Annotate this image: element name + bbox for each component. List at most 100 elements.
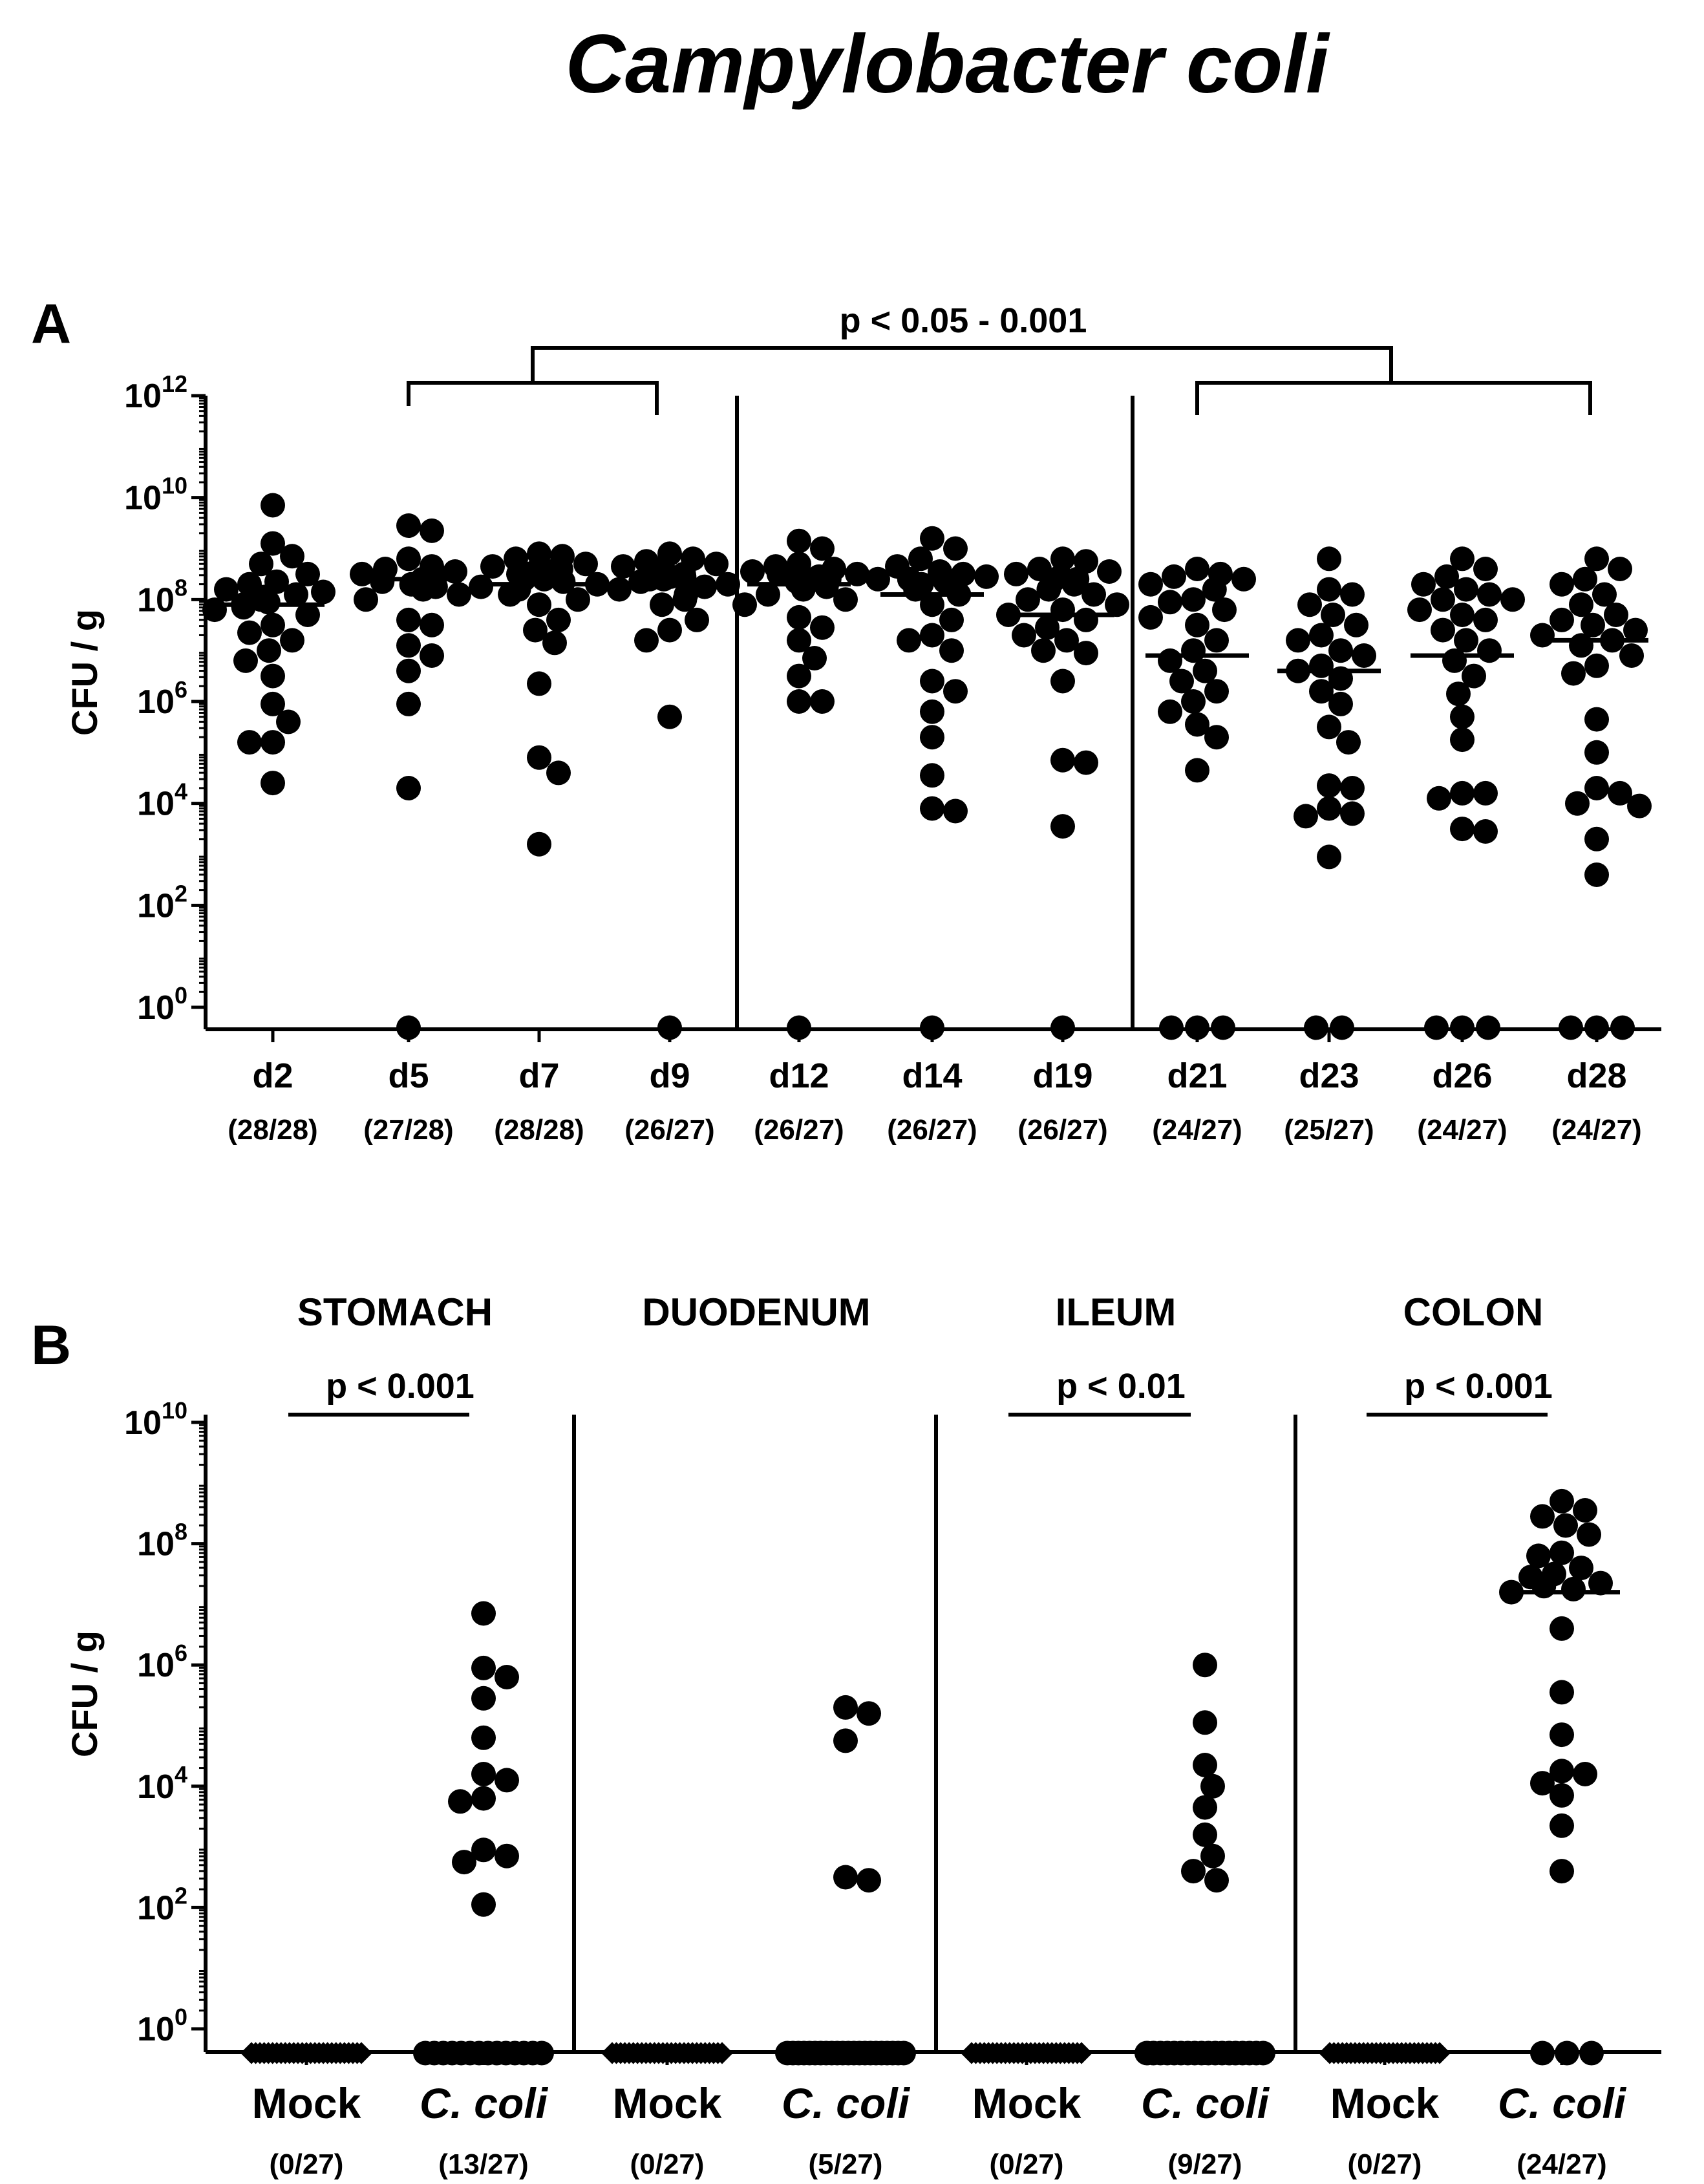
data-point <box>1550 1859 1574 1883</box>
x-tick-label: d5 <box>388 1056 429 1095</box>
data-point <box>1577 1523 1601 1547</box>
significance-label: p < 0.05 - 0.001 <box>840 301 1087 340</box>
data-point <box>943 679 968 703</box>
data-point <box>1454 577 1478 602</box>
data-point <box>237 730 262 755</box>
data-point <box>920 797 944 821</box>
data-point <box>1212 597 1237 622</box>
y-tick-label: 106 <box>137 1640 187 1684</box>
data-point <box>857 1701 881 1726</box>
x-tick-label: d19 <box>1032 1056 1092 1095</box>
data-point-zero <box>1330 1016 1354 1040</box>
data-point <box>607 577 632 602</box>
data-point <box>471 1601 496 1626</box>
data-point <box>1627 794 1652 819</box>
data-point <box>1573 1762 1597 1786</box>
data-point <box>1473 557 1498 581</box>
data-point <box>920 669 944 694</box>
data-point <box>1036 577 1061 602</box>
data-point <box>1193 1753 1217 1777</box>
data-point <box>1317 844 1341 869</box>
data-point <box>495 1768 519 1792</box>
data-point-zero <box>891 2041 916 2066</box>
data-point <box>276 710 301 734</box>
data-point <box>1584 654 1609 678</box>
y-tick-label: 1012 <box>124 370 187 415</box>
data-point <box>1584 740 1609 765</box>
data-point-zero <box>1555 2041 1579 2066</box>
data-point <box>939 608 964 632</box>
data-point <box>471 1656 496 1680</box>
data-point <box>1297 592 1322 617</box>
data-point <box>1569 633 1593 658</box>
data-point <box>1193 1710 1217 1735</box>
x-tick-label: C. coli <box>420 2079 549 2127</box>
x-tick-label: Mock <box>1330 2079 1440 2127</box>
x-tick-fraction: (28/28) <box>494 1114 584 1146</box>
data-point <box>1573 567 1597 592</box>
x-tick-label: C. coli <box>1498 2079 1627 2127</box>
data-point <box>233 648 258 673</box>
data-point-zero <box>1579 2041 1604 2066</box>
data-point <box>1450 603 1475 627</box>
x-tick-fraction: (0/27) <box>1348 2148 1422 2180</box>
x-tick-label: d26 <box>1432 1056 1492 1095</box>
data-point <box>1050 669 1075 694</box>
data-point <box>1584 707 1609 732</box>
data-point <box>396 608 421 632</box>
data-point <box>1573 1498 1597 1523</box>
y-axis-label: CFU / g <box>64 609 105 736</box>
data-point <box>810 616 835 640</box>
x-tick-fraction: (26/27) <box>624 1114 714 1146</box>
data-point <box>1074 608 1098 632</box>
data-point <box>1004 562 1028 586</box>
data-point <box>857 1868 881 1892</box>
data-point <box>1328 692 1353 716</box>
data-point <box>396 692 421 716</box>
data-point <box>1074 751 1098 775</box>
x-tick-label: C. coli <box>782 2079 911 2127</box>
x-tick-fraction: (24/27) <box>1517 2148 1606 2180</box>
data-point <box>810 689 835 714</box>
data-point <box>1181 1859 1206 1883</box>
data-point <box>685 608 709 632</box>
data-point <box>1530 1504 1555 1528</box>
data-point <box>628 570 653 594</box>
data-point <box>527 671 551 696</box>
data-point <box>396 633 421 658</box>
panel-label: B <box>31 1314 71 1376</box>
panel-a: A10010210410610810101012CFU / gp < 0.05 … <box>31 293 1661 1146</box>
data-point <box>1185 758 1209 782</box>
data-point <box>1569 1556 1593 1580</box>
y-tick-label: 108 <box>137 1519 187 1563</box>
data-point <box>1317 577 1341 602</box>
data-point-zero <box>1159 1016 1184 1040</box>
data-point <box>1427 786 1451 811</box>
data-point <box>1204 725 1229 749</box>
data-point <box>471 1726 496 1750</box>
data-point <box>1550 1616 1574 1641</box>
data-point <box>231 595 256 619</box>
data-point-zero <box>1610 1016 1635 1040</box>
region-pvalue: p < 0.01 <box>1056 1367 1186 1406</box>
data-point <box>634 628 659 652</box>
data-point <box>261 613 285 637</box>
data-point <box>732 592 757 617</box>
data-point <box>1050 748 1075 773</box>
data-point <box>1204 1868 1229 1892</box>
data-point <box>396 546 421 571</box>
data-point <box>1097 559 1122 584</box>
data-point <box>1193 1823 1217 1847</box>
data-point <box>1531 1574 1556 1598</box>
region-title: COLON <box>1403 1290 1544 1334</box>
data-point <box>1294 804 1318 828</box>
data-point <box>1138 572 1163 597</box>
y-tick-label: 100 <box>137 982 187 1027</box>
data-point <box>546 608 571 632</box>
data-point <box>1550 1541 1574 1565</box>
data-point <box>261 493 285 518</box>
data-point-zero <box>1559 1016 1583 1040</box>
data-point <box>740 559 765 584</box>
data-point <box>943 799 968 824</box>
region-title: ILEUM <box>1056 1290 1177 1334</box>
